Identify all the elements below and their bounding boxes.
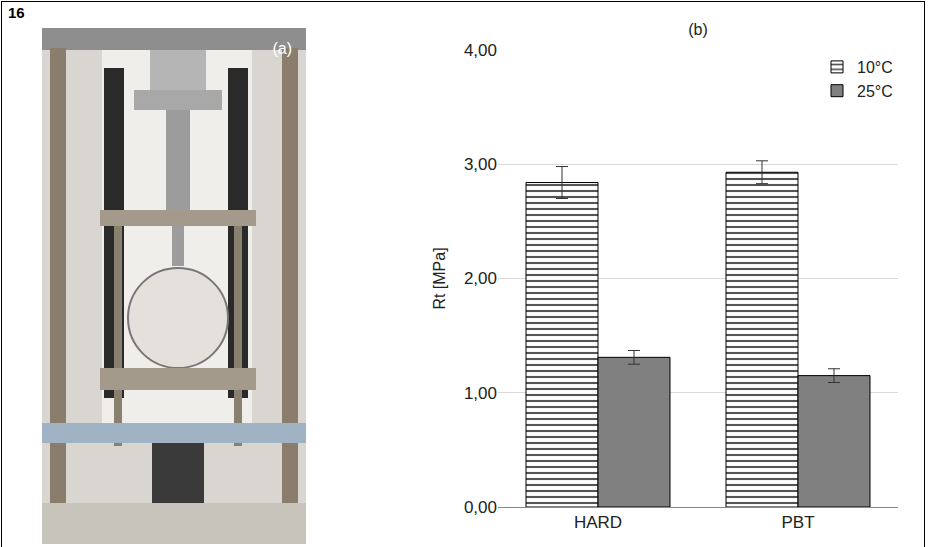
svg-text:2,00: 2,00 [464, 269, 497, 288]
svg-text:3,00: 3,00 [464, 155, 497, 174]
svg-text:10°C: 10°C [857, 59, 893, 76]
svg-text:Rt [MPa]: Rt [MPa] [431, 247, 448, 309]
html-text:16: 16 [8, 4, 25, 21]
svg-text:0,00: 0,00 [464, 498, 497, 517]
svg-text:1,00: 1,00 [464, 384, 497, 403]
svg-text:4,00: 4,00 [464, 41, 497, 60]
svg-text:(a): (a) [272, 40, 292, 57]
svg-text:25°C: 25°C [857, 83, 893, 100]
svg-text:(b): (b) [688, 21, 708, 38]
svg-text:PBT: PBT [781, 513, 814, 532]
svg-text:HARD: HARD [574, 513, 622, 532]
